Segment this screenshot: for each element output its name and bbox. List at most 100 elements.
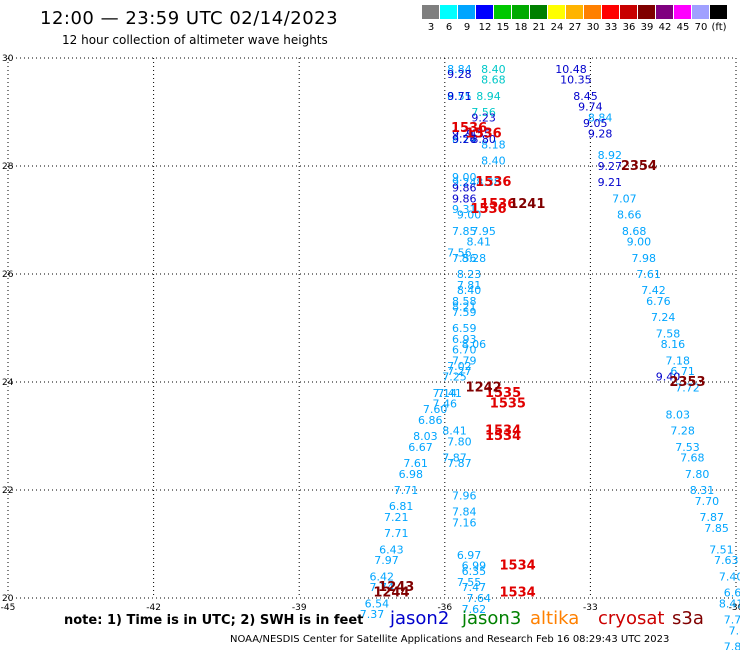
data-point-label: 7.74 (369, 581, 394, 594)
data-point-label: 7.18 (666, 354, 691, 367)
scale-label: 24 (550, 22, 564, 33)
scale-swatch (494, 5, 511, 19)
scale-swatch (638, 5, 655, 19)
scale-label: 45 (676, 22, 690, 33)
data-point-label: 9.86 (452, 192, 477, 205)
scale-swatch (656, 5, 673, 19)
chart-title: 12:00 — 23:59 UTC 02/14/2023 (40, 8, 339, 29)
data-point-label: 6.54 (365, 597, 390, 610)
data-point-label: 1244 (373, 586, 409, 601)
data-point-label: 7.70 (695, 495, 720, 508)
y-tick-label: 28 (2, 162, 14, 172)
x-tick-label: -36 (437, 603, 452, 613)
data-point-label: 9.26 (452, 133, 477, 146)
data-point-label: 8.92 (598, 149, 623, 162)
x-tick-label: -42 (146, 603, 161, 613)
scale-swatch (458, 5, 475, 19)
satellite-legend-jason3: jason3 (462, 608, 522, 629)
data-point-label: 6.93 (452, 333, 477, 346)
y-tick-label: 24 (2, 378, 14, 388)
data-point-label: 7.80 (447, 435, 472, 448)
footer-credit: NOAA/NESDIS Center for Satellite Applica… (230, 634, 670, 645)
data-point-label: 8.58 (452, 295, 477, 308)
data-point-label: 8.94 (476, 90, 501, 103)
data-point-label: 9.24 (452, 176, 477, 189)
data-point-label: 7.63 (714, 554, 739, 567)
chart-subtitle: 12 hour collection of altimeter wave hei… (62, 33, 328, 47)
data-point-label: 7.41 (437, 387, 462, 400)
data-point-label: 7.53 (675, 441, 700, 454)
scale-label: 30 (586, 22, 600, 33)
data-point-label: 8.84 (588, 111, 613, 124)
data-point-label: 6.98 (399, 468, 424, 481)
data-point-label: 8.38 (476, 176, 501, 189)
data-point-label: 7.62 (462, 603, 487, 616)
scale-swatch (440, 5, 457, 19)
data-point-label: 9.21 (598, 176, 623, 189)
data-point-label: 1536 (480, 197, 516, 212)
data-point-label: 8.40 (457, 284, 482, 297)
data-point-label: 8.03 (413, 430, 438, 443)
data-point-label: 7.70 (724, 614, 740, 627)
data-point-label: 7.96 (452, 489, 477, 502)
data-point-label: 6.70 (452, 344, 477, 357)
scale-swatch (530, 5, 547, 19)
data-point-label: 6.86 (418, 414, 443, 427)
data-point-label: 7.80 (685, 468, 710, 481)
data-point-label: 9.23 (471, 111, 496, 124)
data-point-label: 7.72 (675, 381, 700, 394)
data-point-label: 8.23 (457, 268, 482, 281)
data-point-label: 7.87 (447, 457, 472, 470)
scale-swatch (476, 5, 493, 19)
data-point-label: 7.87 (699, 511, 724, 524)
data-point-label: 7.58 (656, 327, 681, 340)
data-point-label: 8.31 (690, 484, 715, 497)
data-point-label: 1535 (490, 397, 526, 412)
scale-label: (ft) (711, 22, 727, 33)
data-point-label: 1534 (485, 429, 521, 444)
scale-swatch (422, 5, 439, 19)
data-point-label: 1534 (485, 424, 521, 439)
scale-label: 42 (658, 22, 672, 33)
data-point-label: 10.48 (555, 63, 587, 76)
data-point-label: 8.16 (661, 338, 686, 351)
data-point-label: 8.84 (447, 63, 472, 76)
data-point-label: 2354 (621, 159, 657, 174)
data-point-label: 7.81 (457, 279, 482, 292)
data-point-label: 8.21 (452, 300, 477, 313)
x-tick-label: -45 (1, 603, 16, 613)
data-point-label: 7.07 (612, 192, 637, 205)
data-point-label: 7.98 (632, 252, 657, 265)
data-point-label: 8.41 (467, 236, 492, 249)
satellite-legend-s3a: s3a (672, 608, 704, 629)
data-point-label: 9.86 (452, 182, 477, 195)
y-tick-label: 30 (2, 54, 14, 64)
scale-label: 39 (640, 22, 654, 33)
data-point-label: 8.66 (617, 209, 642, 222)
data-point-label: 9.31 (452, 203, 477, 216)
data-point-label: 6.81 (389, 500, 414, 513)
data-point-label: 7.40 (719, 570, 740, 583)
scale-swatch (674, 5, 691, 19)
data-point-label: 1534 (500, 586, 536, 601)
data-point-label: 8.80 (471, 133, 496, 146)
data-point-label: 7.56 (447, 246, 472, 259)
satellite-legend-cryosat: cryosat (598, 608, 665, 629)
data-point-label: 7.55 (457, 576, 482, 589)
data-point-label: 7.59 (452, 306, 477, 319)
data-point-label: 1536 (451, 121, 487, 136)
data-point-label: 9.71 (447, 90, 472, 103)
y-tick-label: 22 (2, 486, 13, 496)
data-point-label: 9.74 (578, 101, 603, 114)
data-point-label: 7.56 (471, 106, 496, 119)
satellite-legend-jason2: jason2 (390, 608, 450, 629)
data-point-label: 7.24 (651, 311, 676, 324)
scale-label: 21 (532, 22, 546, 33)
data-point-label: 8.03 (666, 408, 691, 421)
data-point-label: 9.24 (452, 128, 477, 141)
data-point-label: 9.28 (588, 128, 613, 141)
data-point-label: 7.85 (452, 225, 477, 238)
data-point-label: 8.06 (462, 338, 487, 351)
scale-label: 70 (694, 22, 708, 33)
